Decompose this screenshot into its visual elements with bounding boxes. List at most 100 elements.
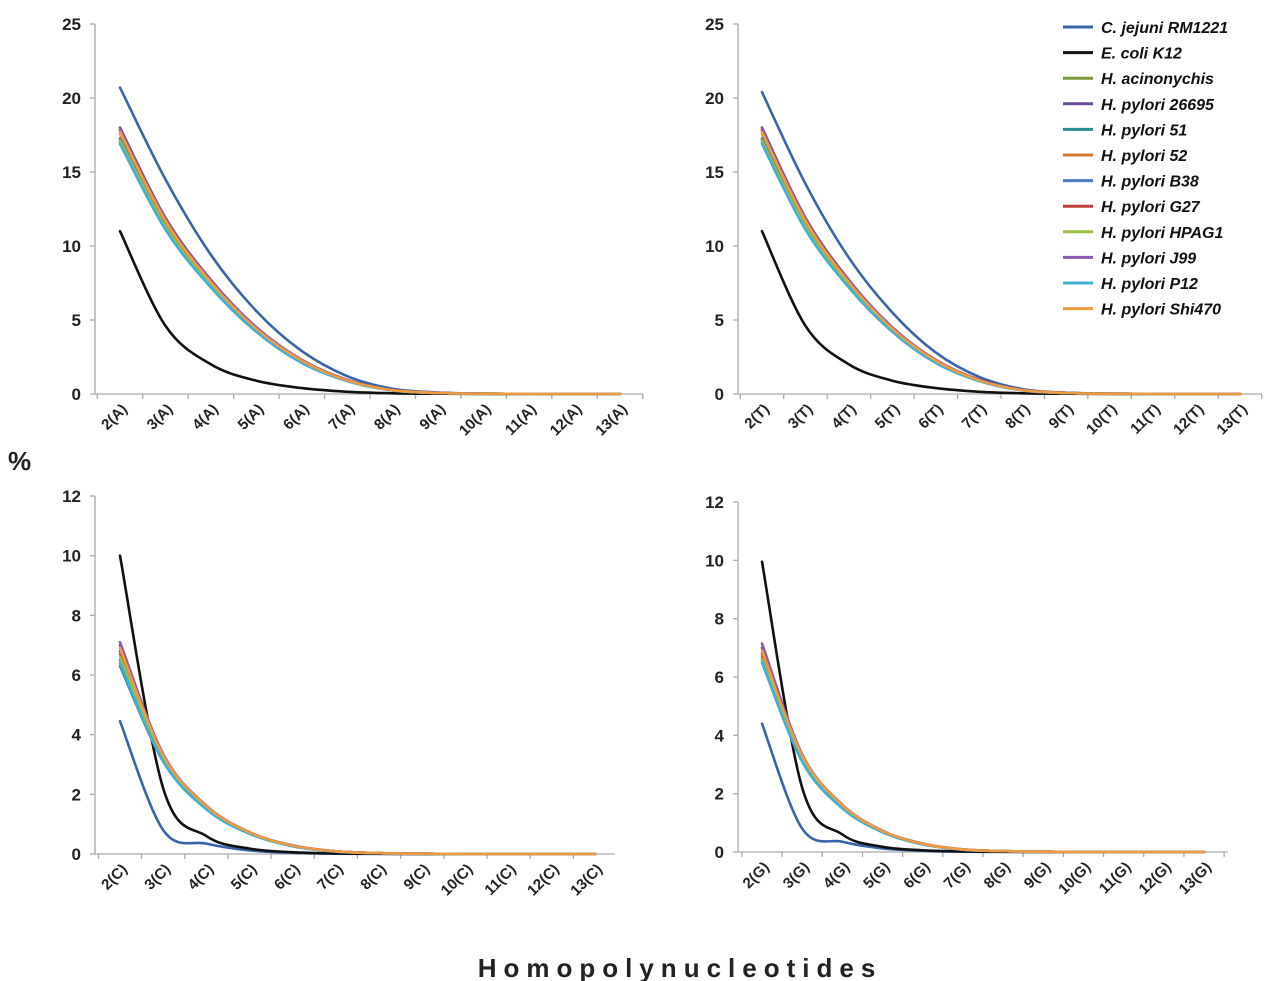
series-line	[760, 130, 1242, 396]
series-line	[118, 655, 597, 856]
series-line	[118, 554, 597, 856]
legend-item: H. pylori HPAG1	[1063, 225, 1223, 242]
series-line	[118, 649, 597, 856]
x-tick-label: 10(C)	[438, 861, 477, 900]
y-axis-label: %	[8, 446, 31, 476]
y-tick-label: 8	[715, 610, 724, 629]
x-tick-label: 4(T)	[828, 401, 859, 432]
y-tick-label: 0	[72, 385, 81, 404]
x-tick-label: 6(A)	[280, 401, 313, 434]
panel-A: 0 5 10 15 20 25 2(A) 3(A) 4(A) 5(A) 6(A) 7(A) 8(A) 9(…	[62, 15, 644, 440]
series-line	[118, 646, 597, 856]
series-line	[118, 229, 622, 396]
x-tick-label: 3(G)	[780, 859, 813, 892]
legend-label: H. pylori 52	[1101, 148, 1187, 165]
x-tick-label: 13(C)	[567, 861, 606, 900]
y-tick-label: 2	[715, 785, 724, 804]
legend-label: H. acinonychis	[1101, 71, 1214, 88]
y-tick-label: 0	[715, 843, 724, 862]
x-tick-label: 9(G)	[1021, 859, 1054, 892]
legend-label: H. pylori 26695	[1101, 97, 1215, 114]
panel-G: 0 2 4 6 8 10 12 2(G) 3(G) 4(G) 5(G) 6(G) 7(G) 8(G) 9(G…	[705, 493, 1228, 898]
series-line	[118, 646, 597, 856]
x-tick-label: 10(A)	[456, 401, 495, 440]
series-line	[118, 86, 622, 396]
y-tick-label: 10	[705, 551, 724, 570]
x-tick-label: 3(T)	[785, 401, 816, 432]
x-tick-label: 13(A)	[592, 401, 631, 440]
y-tick-label: 20	[705, 89, 724, 108]
legend-item: H. acinonychis	[1063, 71, 1214, 88]
y-tick-label: 0	[715, 385, 724, 404]
x-tick-label: 7(A)	[325, 401, 358, 434]
x-tick-label: 6(G)	[900, 859, 933, 892]
x-tick-label: 2(C)	[98, 861, 131, 894]
x-tick-label: 11(A)	[502, 401, 540, 439]
series-line	[118, 142, 622, 396]
x-tick-label: 2(T)	[741, 401, 772, 432]
series-line	[118, 719, 597, 856]
legend-label: H. pylori Shi470	[1101, 302, 1221, 319]
x-tick-label: 5(T)	[872, 401, 903, 432]
legend-item: H. pylori 26695	[1063, 97, 1215, 114]
series-line	[760, 560, 1206, 854]
y-tick-label: 6	[715, 668, 724, 687]
legend-item: H. pylori Shi470	[1063, 302, 1221, 319]
x-tick-label: 13(G)	[1176, 859, 1215, 898]
series-line	[118, 664, 597, 856]
y-tick-label: 12	[705, 493, 724, 512]
x-tick-label: 8(T)	[1002, 401, 1033, 432]
legend-item: E. coli K12	[1063, 46, 1182, 63]
legend-label: H. pylori J99	[1101, 250, 1196, 267]
x-tick-label: 3(C)	[141, 861, 174, 894]
legend-label: H. pylori B38	[1101, 174, 1199, 191]
x-tick-label: 5(G)	[860, 859, 893, 892]
panel-C: 0 2 4 6 8 10 12 2(C) 3(C) 4(C) 5(C) 6(C) 7(C) 8(C) 9(C…	[62, 487, 615, 899]
legend-label: H. pylori P12	[1101, 276, 1198, 293]
legend-item: H. pylori J99	[1063, 250, 1196, 267]
legend: C. jejuni RM1221 E. coli K12 H. acinonychi…	[1063, 20, 1228, 319]
legend-label: H. pylori 51	[1101, 122, 1187, 139]
x-tick-label: 7(C)	[314, 861, 347, 894]
x-tick-label: 4(G)	[820, 859, 853, 892]
y-tick-label: 10	[705, 237, 724, 256]
y-tick-label: 4	[715, 726, 725, 745]
x-tick-label: 12(C)	[524, 861, 563, 900]
x-axis-label: Homopolynucleotides	[478, 953, 883, 981]
series-line	[760, 661, 1206, 854]
x-tick-label: 2(G)	[740, 859, 773, 892]
series-line	[760, 661, 1206, 854]
series-line	[760, 658, 1206, 854]
y-tick-label: 10	[62, 237, 81, 256]
y-tick-label: 15	[62, 163, 81, 182]
series-line	[760, 655, 1206, 854]
legend-item: H. pylori 52	[1063, 148, 1187, 165]
series-line	[760, 649, 1206, 854]
panel-T: 0 5 10 15 20 25 2(T) 3(T) 4(T) 5(T) 6(T) 7(T) 8(T) 9(…	[705, 15, 1263, 438]
series-line	[760, 642, 1206, 854]
series-line	[118, 130, 622, 396]
legend-item: H. pylori G27	[1063, 199, 1201, 216]
legend-item: C. jejuni RM1221	[1063, 20, 1228, 37]
series-line	[118, 661, 597, 856]
series-line	[118, 658, 597, 856]
x-tick-label: 8(C)	[357, 861, 390, 894]
x-tick-label: 10(G)	[1055, 859, 1094, 898]
x-tick-label: 12(T)	[1170, 401, 1207, 438]
x-tick-label: 4(C)	[185, 861, 218, 894]
legend-label: H. pylori HPAG1	[1101, 225, 1223, 242]
x-tick-label: 2(A)	[98, 401, 131, 434]
x-tick-label: 8(A)	[371, 401, 404, 434]
x-tick-label: 10(T)	[1083, 401, 1120, 438]
x-tick-label: 11(G)	[1096, 859, 1135, 898]
x-tick-label: 5(A)	[235, 401, 268, 434]
x-tick-label: 9(C)	[400, 861, 433, 894]
y-tick-label: 4	[72, 726, 82, 745]
x-tick-label: 13(T)	[1213, 401, 1250, 438]
x-tick-label: 11(T)	[1127, 401, 1164, 438]
series-line	[760, 652, 1206, 854]
series-line	[760, 658, 1206, 854]
y-tick-label: 5	[715, 311, 724, 330]
